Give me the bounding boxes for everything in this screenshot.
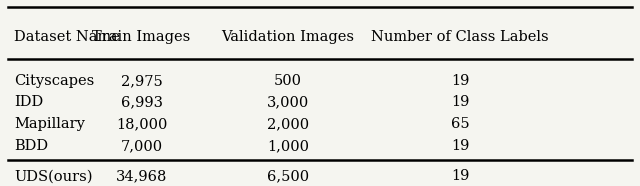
Text: 7,000: 7,000 [120, 139, 163, 153]
Text: 2,000: 2,000 [267, 117, 309, 131]
Text: 1,000: 1,000 [267, 139, 309, 153]
Text: BDD: BDD [14, 139, 48, 153]
Text: 6,993: 6,993 [120, 95, 163, 110]
Text: 19: 19 [451, 139, 469, 153]
Text: 6,500: 6,500 [267, 169, 309, 184]
Text: 65: 65 [451, 117, 470, 131]
Text: 19: 19 [451, 74, 469, 88]
Text: Validation Images: Validation Images [221, 31, 355, 44]
Text: Train Images: Train Images [92, 31, 191, 44]
Text: Mapillary: Mapillary [14, 117, 85, 131]
Text: 18,000: 18,000 [116, 117, 167, 131]
Text: Cityscapes: Cityscapes [14, 74, 94, 88]
Text: 500: 500 [274, 74, 302, 88]
Text: Number of Class Labels: Number of Class Labels [371, 31, 549, 44]
Text: 34,968: 34,968 [116, 169, 167, 184]
Text: 2,975: 2,975 [121, 74, 163, 88]
Text: 19: 19 [451, 169, 469, 184]
Text: 19: 19 [451, 95, 469, 110]
Text: IDD: IDD [14, 95, 44, 110]
Text: 3,000: 3,000 [267, 95, 309, 110]
Text: UDS(ours): UDS(ours) [14, 169, 93, 184]
Text: Dataset Name: Dataset Name [14, 31, 120, 44]
